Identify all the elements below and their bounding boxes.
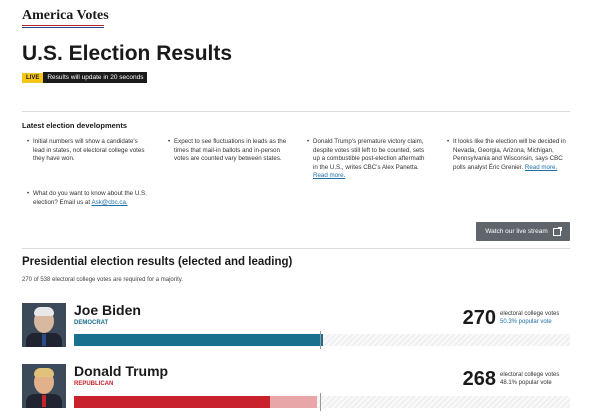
electoral-votes-count: 270	[462, 307, 496, 329]
popular-vote: 50.3% popular vote	[500, 319, 552, 325]
results-title: Presidential election results (elected a…	[22, 256, 293, 268]
logo-underline-red	[22, 25, 104, 26]
popular-vote-text: 48.1% popular vote	[500, 380, 552, 386]
external-link-icon	[552, 226, 562, 236]
development-item: What do you want to know about the U.S. …	[27, 190, 151, 207]
elected-bar	[74, 334, 323, 346]
development-text: Expect to see fluctuations in leads as t…	[174, 138, 287, 163]
candidate-name: Donald Trump	[74, 363, 169, 379]
divider	[22, 111, 570, 112]
developments-title: Latest election developments	[22, 121, 128, 130]
development-text: What do you want to know about the U.S. …	[33, 190, 147, 206]
development-item: Donald Trump's premature victory claim, …	[307, 138, 430, 181]
america-votes-logo[interactable]: America Votes	[22, 8, 109, 23]
electoral-votes-count: 268	[462, 368, 496, 390]
read-more-link[interactable]: Read more.	[524, 163, 558, 171]
development-text: It looks like the election will be decid…	[453, 138, 566, 171]
development-item: Initial numbers will show a candidate's …	[27, 138, 151, 164]
logo-underline-blue	[22, 27, 104, 28]
page-title: U.S. Election Results	[22, 42, 233, 65]
electoral-votes-label: electoral college votes	[500, 372, 560, 378]
leading-bar	[269, 396, 318, 408]
trump-photo	[22, 364, 66, 408]
results-subtitle: 270 of 538 electoral college votes are r…	[22, 277, 183, 283]
electoral-votes-label: electoral college votes	[500, 311, 560, 317]
candidate-name: Joe Biden	[74, 302, 141, 318]
watch-live-stream-button[interactable]: Watch our live stream	[476, 222, 570, 241]
biden-photo	[22, 303, 66, 347]
live-badge: LIVE	[22, 72, 44, 83]
development-item: Expect to see fluctuations in leads as t…	[168, 138, 290, 164]
live-update-text: Results will update in 20 seconds	[43, 72, 148, 83]
development-item: It looks like the election will be decid…	[447, 138, 570, 172]
popular-vote-text: 50.3% popular vote	[500, 319, 552, 325]
candidate-party: DEMOCRAT	[74, 320, 109, 326]
popular-vote: 48.1% popular vote	[500, 380, 552, 386]
email-link[interactable]: Ask@cbc.ca.	[91, 198, 128, 206]
live-status: LIVE Results will update in 20 seconds	[22, 72, 148, 83]
results-bar	[74, 396, 570, 408]
candidate-party: REPUBLICAN	[74, 381, 114, 387]
development-text: Initial numbers will show a candidate's …	[33, 138, 145, 163]
elected-bar	[74, 396, 270, 408]
divider	[22, 248, 570, 249]
majority-line	[320, 331, 321, 349]
results-bar	[74, 334, 570, 346]
development-text: Donald Trump's premature victory claim, …	[313, 138, 425, 171]
stream-button-label: Watch our live stream	[485, 228, 548, 235]
majority-line	[320, 393, 321, 411]
read-more-link[interactable]: Read more.	[313, 172, 346, 180]
